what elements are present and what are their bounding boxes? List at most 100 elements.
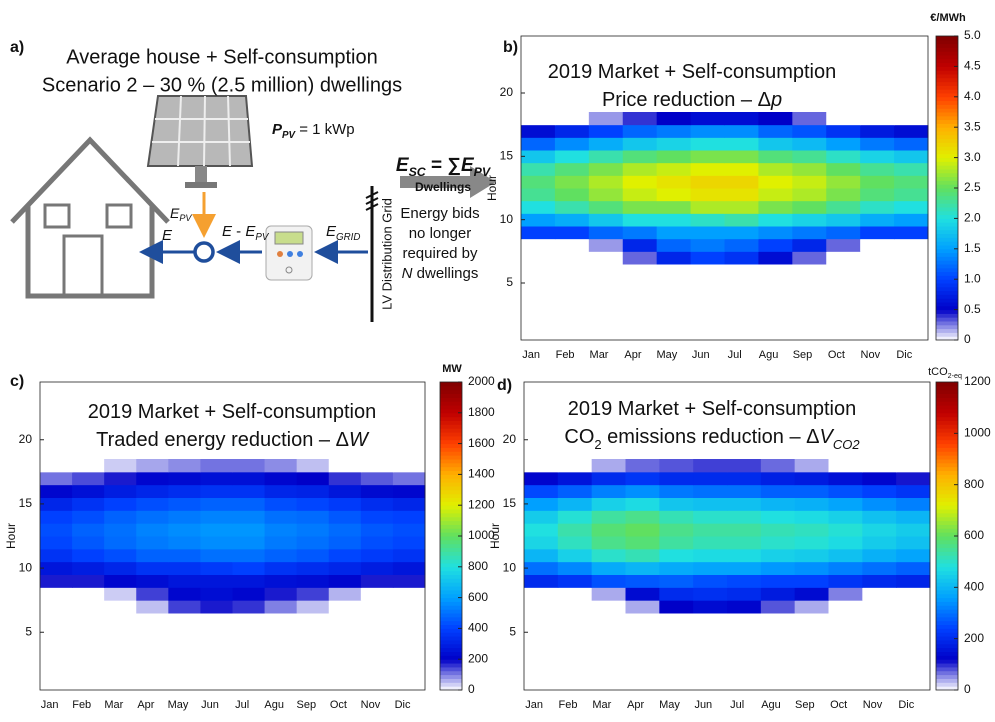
heat-cell: [727, 600, 762, 614]
heat-cell: [826, 175, 861, 189]
x-tick-label: Jun: [692, 349, 710, 361]
y-tick-label: 10: [503, 560, 517, 574]
colorbar-strip: [440, 401, 462, 406]
heat-cell: [656, 150, 692, 164]
heat-cell: [557, 497, 593, 511]
colorbar-strip: [440, 466, 462, 472]
heat-cell: [656, 175, 692, 189]
heat-cell: [794, 523, 829, 537]
colorbar-strip: [936, 601, 958, 606]
colorbar-strip: [440, 536, 462, 541]
heat-cell: [794, 548, 829, 563]
colorbar-strip: [936, 210, 958, 216]
heat-cell: [794, 587, 829, 601]
heat-cell: [760, 459, 796, 473]
colorbar-strip: [936, 203, 958, 208]
colorbar-strip: [936, 555, 958, 560]
heat-cell: [136, 497, 169, 511]
colorbar-strip: [440, 597, 462, 602]
heat-cell: [760, 600, 796, 614]
heat-cell: [693, 510, 728, 524]
heat-cell: [758, 200, 793, 214]
dwellings: Dwellings: [415, 180, 471, 194]
colorbar-strip: [936, 222, 958, 227]
heat-cell: [588, 175, 624, 189]
colorbar-strip: [440, 459, 462, 464]
heat-cell: [656, 188, 692, 202]
x-tick-label: May: [168, 699, 189, 711]
heat-cell: [659, 497, 694, 511]
heat-cell: [360, 497, 394, 511]
colorbar-strip: [936, 505, 958, 510]
heat-cell: [524, 574, 559, 588]
heat-cell: [72, 574, 105, 588]
heat-cell: [794, 561, 829, 575]
heat-cell: [758, 226, 793, 240]
colorbar-tick-label: 400: [964, 580, 984, 594]
heat-cell: [693, 471, 728, 486]
heat-cell: [894, 226, 929, 240]
heat-cell: [693, 561, 728, 575]
heat-cell: [894, 251, 929, 265]
colorbar-strip: [440, 551, 462, 556]
colorbar-strip: [936, 574, 958, 579]
y-tick-label: 20: [19, 432, 33, 446]
heat-cell: [862, 523, 897, 537]
colorbar-strip: [936, 532, 958, 537]
heat-cell: [622, 137, 658, 151]
chart-title: Traded energy reduction – ΔW: [96, 429, 370, 451]
colorbar-tick-label: 800: [964, 477, 984, 491]
colorbar-strip: [936, 150, 958, 155]
heat-cell: [693, 548, 728, 563]
heat-cell: [758, 188, 793, 202]
diagram-title: Scenario 2 – 30 % (2.5 million) dwelling…: [42, 74, 402, 96]
colorbar-strip: [936, 207, 958, 212]
heat-cell: [690, 137, 725, 151]
colorbar-strip: [936, 628, 958, 633]
colorbar-strip: [936, 302, 958, 307]
colorbar-label-part: tCO: [928, 366, 948, 378]
heat-cell: [724, 213, 759, 227]
heat-cell: [104, 561, 137, 575]
heat-cell: [896, 600, 931, 614]
colorbar-strip: [936, 66, 958, 71]
heat-cell: [554, 124, 590, 138]
heat-cell: [794, 459, 829, 473]
chart-title-part: Price reduction – Δ: [602, 89, 771, 111]
heat-cell: [760, 548, 796, 563]
heat-cell: [392, 471, 426, 486]
heat-cell: [659, 587, 694, 601]
colorbar-strip: [440, 574, 462, 579]
heat-cell: [826, 251, 861, 265]
colorbar-strip: [936, 123, 958, 128]
y-tick-label: 15: [503, 496, 517, 510]
heat-cell: [760, 536, 796, 550]
heat-cell: [862, 574, 897, 588]
colorbar-strip: [936, 275, 958, 280]
house-window: [43, 203, 71, 229]
heat-cell: [524, 561, 559, 575]
colorbar-strip: [936, 397, 958, 402]
colorbar-strip: [440, 636, 462, 641]
heat-cell: [826, 200, 861, 214]
heat-cell: [524, 548, 559, 563]
colorbar-tick-label: 3.0: [964, 150, 981, 164]
heat-cell: [72, 497, 105, 511]
x-tick-label: Mar: [590, 349, 609, 361]
colorbar-strip: [936, 252, 958, 257]
heat-cell: [588, 124, 624, 138]
y-axis-label: Hour: [485, 175, 499, 201]
chart-title-part: 2019 Market + Self-consumption: [548, 61, 837, 83]
pv-power-part: P: [272, 121, 283, 138]
heat-cell: [862, 510, 897, 524]
heat-cell: [360, 523, 394, 537]
chart-title: 2019 Market + Self-consumption: [548, 61, 837, 83]
heat-cell: [104, 471, 137, 486]
colorbar-strip: [936, 382, 958, 387]
colorbar-strip: [936, 428, 958, 433]
heat-cell: [296, 536, 330, 550]
colorbar-strip: [936, 283, 958, 288]
house-door: [62, 234, 104, 298]
heat-cell: [828, 471, 863, 486]
self-consumption-part: = ∑: [426, 155, 461, 176]
